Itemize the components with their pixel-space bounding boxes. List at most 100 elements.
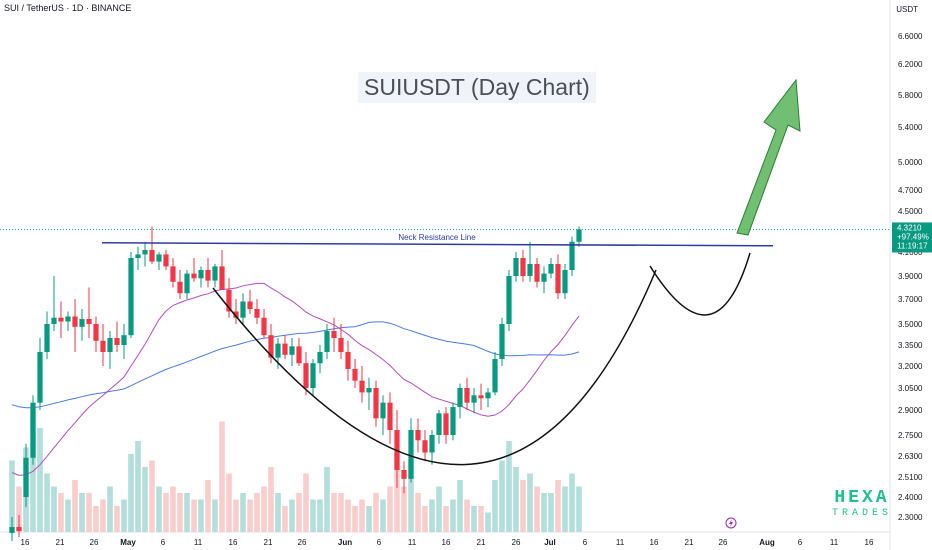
x-tick-label: Jul [544,538,556,547]
y-tick-label: 6.2000 [898,60,923,69]
price-tag-bg [892,222,932,253]
x-tick-label: Jun [338,538,352,547]
x-tick-label: May [120,538,136,547]
volume-bar [86,493,92,532]
volume-bar [30,408,36,532]
volume-bar [93,506,99,532]
candle [541,266,547,294]
volume-bar [58,493,64,532]
candle [191,258,197,282]
x-tick-label: Aug [759,538,775,547]
candle [520,249,526,282]
candle-body [275,343,281,358]
candle-body [506,276,512,324]
candle-body [79,319,85,327]
volume-bar [310,499,316,532]
volume-bar [352,506,358,532]
volume-bar [149,460,155,532]
candle [485,388,491,408]
candle [261,309,267,338]
candle [163,249,169,270]
x-tick-label: 11 [616,538,625,547]
volume-bar [261,486,267,532]
volume-bar [219,421,225,532]
volume-bar [72,480,78,532]
candle-body [107,338,113,352]
candle [226,278,232,318]
candle-body [177,281,183,294]
volume-bar [16,486,22,532]
y-tick-label: 2.6300 [898,452,923,461]
volume-bar [114,506,120,532]
volume-bar [436,486,442,532]
candle [471,388,477,414]
volume-bar [44,473,50,532]
volume-bar [359,499,365,532]
candle-body [527,264,533,276]
candle [387,392,393,444]
x-tick-label: 21 [685,538,694,547]
candle [240,293,246,324]
candle [569,236,575,276]
y-tick-label: 4.5000 [898,207,923,216]
candle-body [457,388,463,408]
candle [44,311,50,359]
candle [100,324,106,366]
volume-bar [534,486,540,532]
candle-body [226,289,232,312]
candle [72,299,78,352]
x-tick-label: 26 [512,538,521,547]
candle [121,324,127,359]
x-tick-label: 21 [477,538,486,547]
volume-bar [79,493,85,532]
candle-body [163,254,169,267]
volume-bar [331,493,337,532]
candle [331,317,337,352]
candle [37,338,43,410]
y-tick-label: 2.9000 [898,406,923,415]
candle-body [135,254,141,258]
candle-body [380,402,386,419]
candle-body [485,392,491,399]
candle [303,352,309,396]
candle [548,258,554,279]
candle-body [338,338,344,352]
candle-body [520,258,526,276]
candle-body [156,254,162,262]
candle [107,331,113,369]
volume-bar [555,480,561,532]
candle-body [345,352,351,369]
candle [205,258,211,288]
candle-body [541,273,547,282]
candle [58,301,64,338]
candle [289,338,295,366]
candle [30,395,36,465]
volume-bar [457,480,463,532]
volume-bar [513,467,519,532]
candle-body [464,388,470,403]
candle-body [373,388,379,419]
price-tag: 4.3210+97.49%11:19:17 [892,222,932,253]
volume-bar [282,506,288,532]
candle-body [387,402,393,430]
candle [65,311,71,331]
y-tick-label: 2.7500 [898,431,923,440]
volume-bar [37,428,43,532]
candle [219,249,225,290]
x-tick-label: 16 [229,538,238,547]
x-tick-label: 11 [194,538,203,547]
candle [282,335,288,359]
volume-bar [100,499,106,532]
candle [296,338,302,366]
candle [373,380,379,427]
candle [401,461,407,494]
y-tick-label: 4.7000 [898,186,923,195]
candle [23,443,29,507]
x-tick-label: 16 [21,538,30,547]
y-tick-label: 5.4000 [898,123,923,132]
candle [534,258,540,288]
x-tick-label: 26 [719,538,728,547]
candle-body [478,395,484,399]
y-tick-label: 3.3500 [898,341,923,350]
